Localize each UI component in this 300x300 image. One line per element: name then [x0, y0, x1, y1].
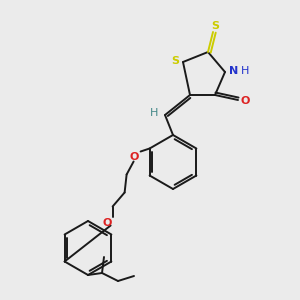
Text: S: S [171, 56, 179, 66]
Text: H: H [150, 108, 158, 118]
Text: S: S [211, 21, 219, 31]
Text: H: H [241, 66, 249, 76]
Text: N: N [230, 66, 238, 76]
Text: O: O [240, 96, 250, 106]
Text: O: O [103, 218, 112, 229]
Text: O: O [130, 152, 139, 161]
